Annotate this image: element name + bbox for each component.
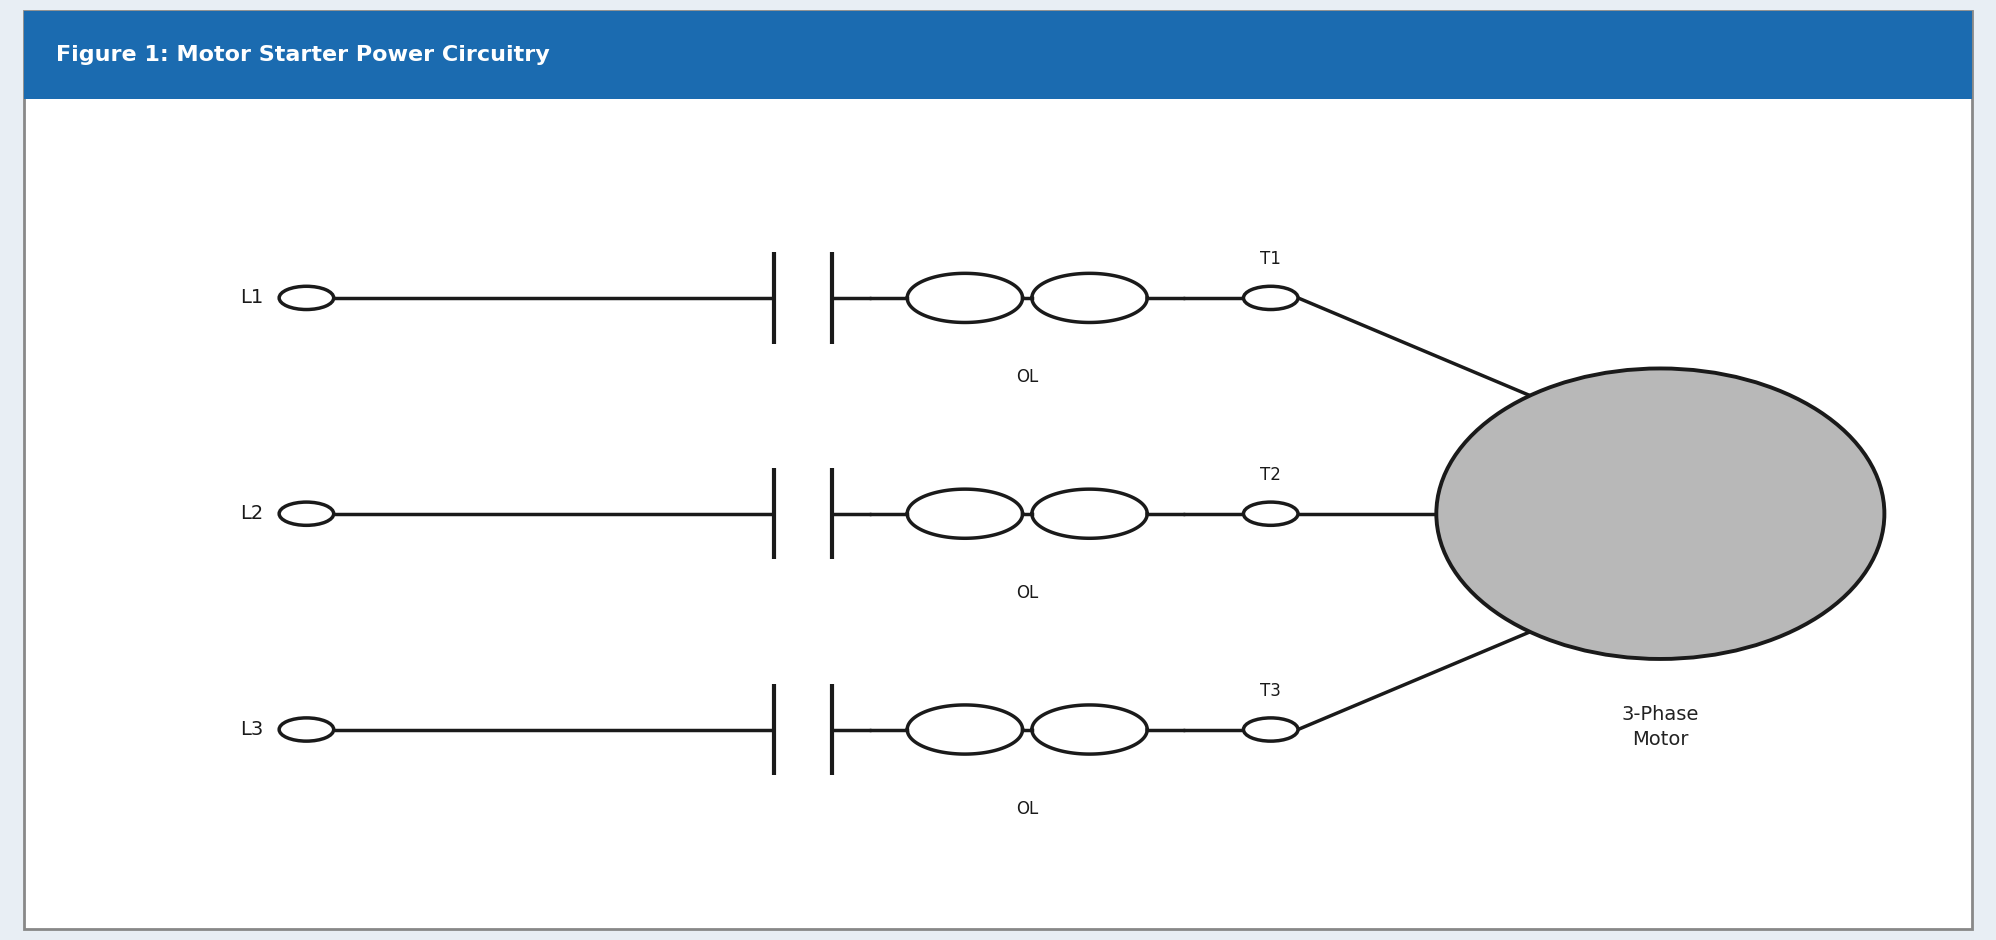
Ellipse shape — [1437, 368, 1884, 659]
Text: L1: L1 — [240, 289, 263, 307]
Text: T2: T2 — [1259, 466, 1281, 484]
Text: T1: T1 — [1259, 250, 1281, 268]
Circle shape — [1244, 287, 1297, 309]
Circle shape — [1244, 718, 1297, 741]
Text: T3: T3 — [1259, 682, 1281, 699]
Text: L3: L3 — [240, 720, 263, 739]
Text: Figure 1: Motor Starter Power Circuitry: Figure 1: Motor Starter Power Circuitry — [56, 44, 549, 65]
Text: L2: L2 — [240, 504, 263, 524]
Circle shape — [279, 718, 333, 741]
Text: OL: OL — [1016, 368, 1038, 386]
Text: 3-Phase
Motor: 3-Phase Motor — [1621, 705, 1699, 748]
Text: OL: OL — [1016, 585, 1038, 603]
Circle shape — [279, 287, 333, 309]
Circle shape — [1244, 502, 1297, 525]
Text: OL: OL — [1016, 800, 1038, 818]
Circle shape — [279, 502, 333, 525]
